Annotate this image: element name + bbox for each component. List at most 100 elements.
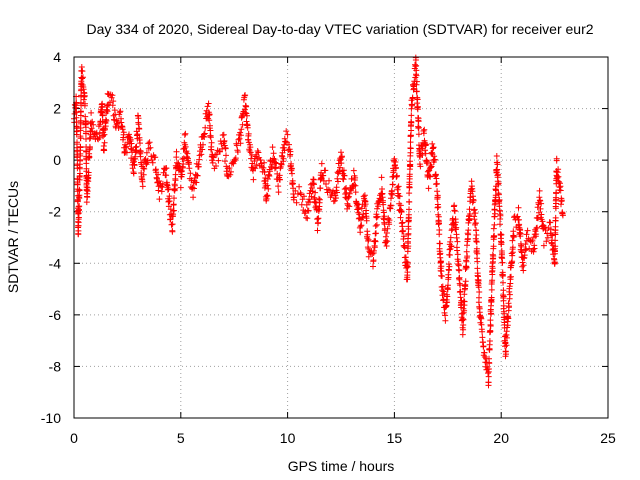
- data-point: [227, 171, 234, 178]
- data-point: [208, 139, 215, 146]
- data-point: [445, 282, 451, 289]
- data-point: [318, 160, 325, 167]
- data-point: [501, 310, 508, 317]
- data-point: [198, 151, 205, 158]
- data-point: [299, 196, 306, 203]
- data-point: [334, 189, 340, 196]
- data-point: [75, 227, 82, 234]
- data-point: [222, 158, 228, 165]
- data-point: [234, 149, 241, 155]
- data-point: [407, 145, 414, 152]
- data-point: [405, 226, 412, 232]
- data-point: [442, 312, 449, 319]
- data-point: [500, 279, 506, 286]
- data-point: [332, 195, 339, 201]
- data-point: [552, 223, 559, 230]
- data-point: [352, 174, 359, 181]
- data-point: [253, 161, 260, 168]
- data-point: [190, 194, 197, 201]
- data-point: [116, 109, 123, 116]
- data-point: [270, 150, 277, 157]
- grid-lines: [74, 57, 608, 418]
- data-point: [182, 130, 189, 137]
- data-point: [470, 197, 477, 204]
- data-point: [460, 322, 467, 328]
- data-point: [394, 172, 400, 179]
- data-point: [439, 283, 446, 290]
- data-point: [520, 262, 527, 269]
- y-tick-label: -10: [41, 410, 61, 426]
- data-point: [543, 238, 550, 245]
- data-point: [134, 131, 141, 138]
- data-point: [498, 239, 505, 246]
- data-point: [168, 221, 175, 228]
- data-point: [531, 245, 538, 252]
- data-point: [226, 165, 233, 171]
- data-point: [503, 351, 509, 358]
- data-point: [448, 227, 455, 234]
- data-point: [102, 126, 108, 133]
- data-point: [488, 294, 495, 301]
- data-point: [489, 265, 496, 272]
- data-point: [155, 171, 161, 178]
- data-point: [413, 67, 420, 74]
- x-tick-label: 10: [280, 430, 296, 446]
- data-point: [389, 181, 396, 188]
- data-point: [264, 182, 271, 189]
- data-point: [427, 164, 434, 171]
- data-point: [530, 248, 537, 255]
- data-point: [437, 240, 443, 247]
- data-point: [270, 155, 277, 162]
- data-point: [77, 150, 84, 157]
- data-point: [407, 161, 414, 168]
- data-point: [384, 225, 391, 232]
- data-point: [169, 228, 176, 235]
- data-point: [144, 157, 151, 164]
- data-point: [509, 258, 516, 265]
- data-point: [220, 131, 227, 138]
- data-point: [391, 155, 398, 162]
- data-point: [85, 169, 92, 176]
- data-point: [541, 224, 548, 231]
- data-point: [394, 186, 401, 193]
- data-point: [303, 214, 310, 221]
- data-point: [408, 127, 415, 134]
- data-point: [489, 277, 496, 284]
- data-point: [247, 149, 254, 156]
- data-point: [433, 175, 440, 182]
- data-point: [164, 186, 171, 193]
- data-point: [355, 204, 362, 211]
- data-point: [446, 252, 453, 258]
- x-tick-label: 20: [493, 430, 509, 446]
- data-point: [454, 238, 461, 245]
- data-point: [488, 286, 495, 293]
- data-point: [488, 310, 495, 317]
- data-point: [428, 150, 435, 157]
- data-point: [434, 188, 441, 195]
- data-point: [398, 209, 405, 215]
- data-point: [172, 171, 179, 178]
- data-point: [485, 366, 492, 372]
- data-point: [408, 119, 415, 126]
- data-point: [173, 148, 180, 155]
- data-point: [128, 140, 135, 147]
- data-point: [269, 144, 276, 151]
- data-point: [361, 192, 368, 199]
- data-point: [250, 164, 257, 171]
- data-point: [552, 237, 559, 244]
- data-point: [228, 168, 234, 175]
- data-point: [84, 188, 91, 195]
- data-point: [456, 274, 463, 281]
- data-point: [243, 103, 250, 110]
- data-point: [340, 167, 347, 174]
- data-point: [493, 153, 500, 159]
- data-point: [83, 148, 90, 154]
- data-point: [182, 143, 189, 150]
- data-point: [495, 191, 502, 198]
- data-point: [537, 197, 544, 204]
- data-point: [486, 338, 493, 344]
- data-point: [288, 160, 295, 167]
- data-point: [544, 234, 551, 241]
- data-point: [373, 221, 380, 228]
- data-point: [370, 257, 377, 264]
